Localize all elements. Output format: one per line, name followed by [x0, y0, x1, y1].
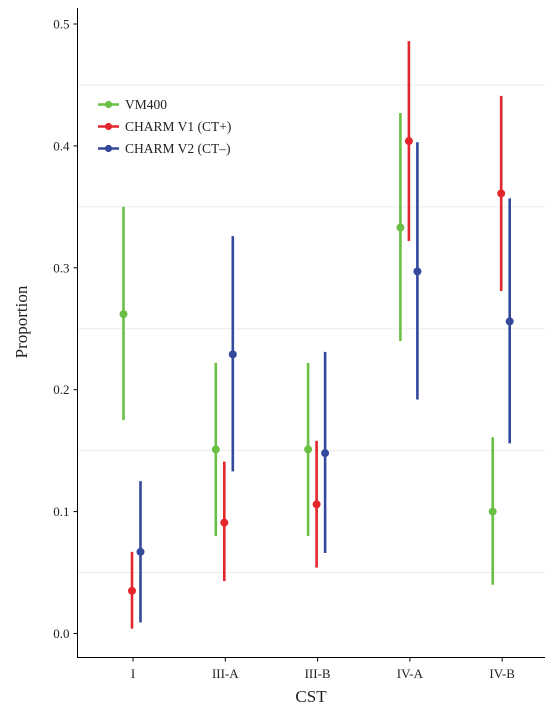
- x-axis-title: CST: [295, 687, 327, 706]
- data-point: [497, 189, 506, 198]
- data-point: [304, 445, 313, 454]
- axes: [77, 8, 545, 658]
- data-point: [312, 500, 321, 509]
- tick-marks: 0.0 0.1 0.2 0.3 0.4 0.5 I III-A III-B IV-A IV-B: [53, 17, 515, 682]
- data-point: [128, 586, 136, 595]
- legend: VM400 CHARM V1 (CT+) CHARM V2 (CT–): [98, 97, 231, 156]
- data-point: [321, 449, 330, 458]
- x-tick-label: III-A: [212, 666, 239, 681]
- legend-label: CHARM V1 (CT+): [125, 119, 231, 134]
- y-tick-label: 0.2: [53, 382, 69, 397]
- legend-label: CHARM V2 (CT–): [125, 141, 231, 156]
- y-tick-label: 0.0: [53, 626, 69, 641]
- data-point: [211, 445, 220, 454]
- data-series: [119, 41, 514, 629]
- x-tick-label: IV-A: [397, 666, 424, 681]
- data-point: [396, 223, 405, 232]
- y-tick-label: 0.1: [53, 504, 69, 519]
- grid-lines: [78, 84, 545, 574]
- data-point: [220, 518, 229, 527]
- data-point: [228, 350, 237, 359]
- y-axis-title: Proportion: [12, 285, 31, 358]
- x-tick-label: IV-B: [489, 666, 515, 681]
- data-point: [136, 547, 145, 556]
- data-point: [404, 137, 413, 146]
- data-point: [119, 310, 128, 319]
- series-0: [119, 112, 497, 585]
- data-point: [488, 507, 497, 516]
- data-point: [413, 267, 422, 276]
- data-point: [505, 317, 514, 326]
- x-tick-label: I: [131, 666, 135, 681]
- series-1: [128, 41, 506, 629]
- legend-key-point: [104, 122, 113, 131]
- legend-key-point: [104, 100, 113, 109]
- y-tick-label: 0.4: [53, 138, 70, 153]
- legend-key-point: [104, 144, 113, 153]
- x-tick-label: III-B: [305, 666, 331, 681]
- series-2: [136, 142, 514, 623]
- legend-label: VM400: [125, 97, 167, 112]
- y-tick-label: 0.5: [53, 17, 69, 32]
- y-tick-label: 0.3: [53, 260, 69, 275]
